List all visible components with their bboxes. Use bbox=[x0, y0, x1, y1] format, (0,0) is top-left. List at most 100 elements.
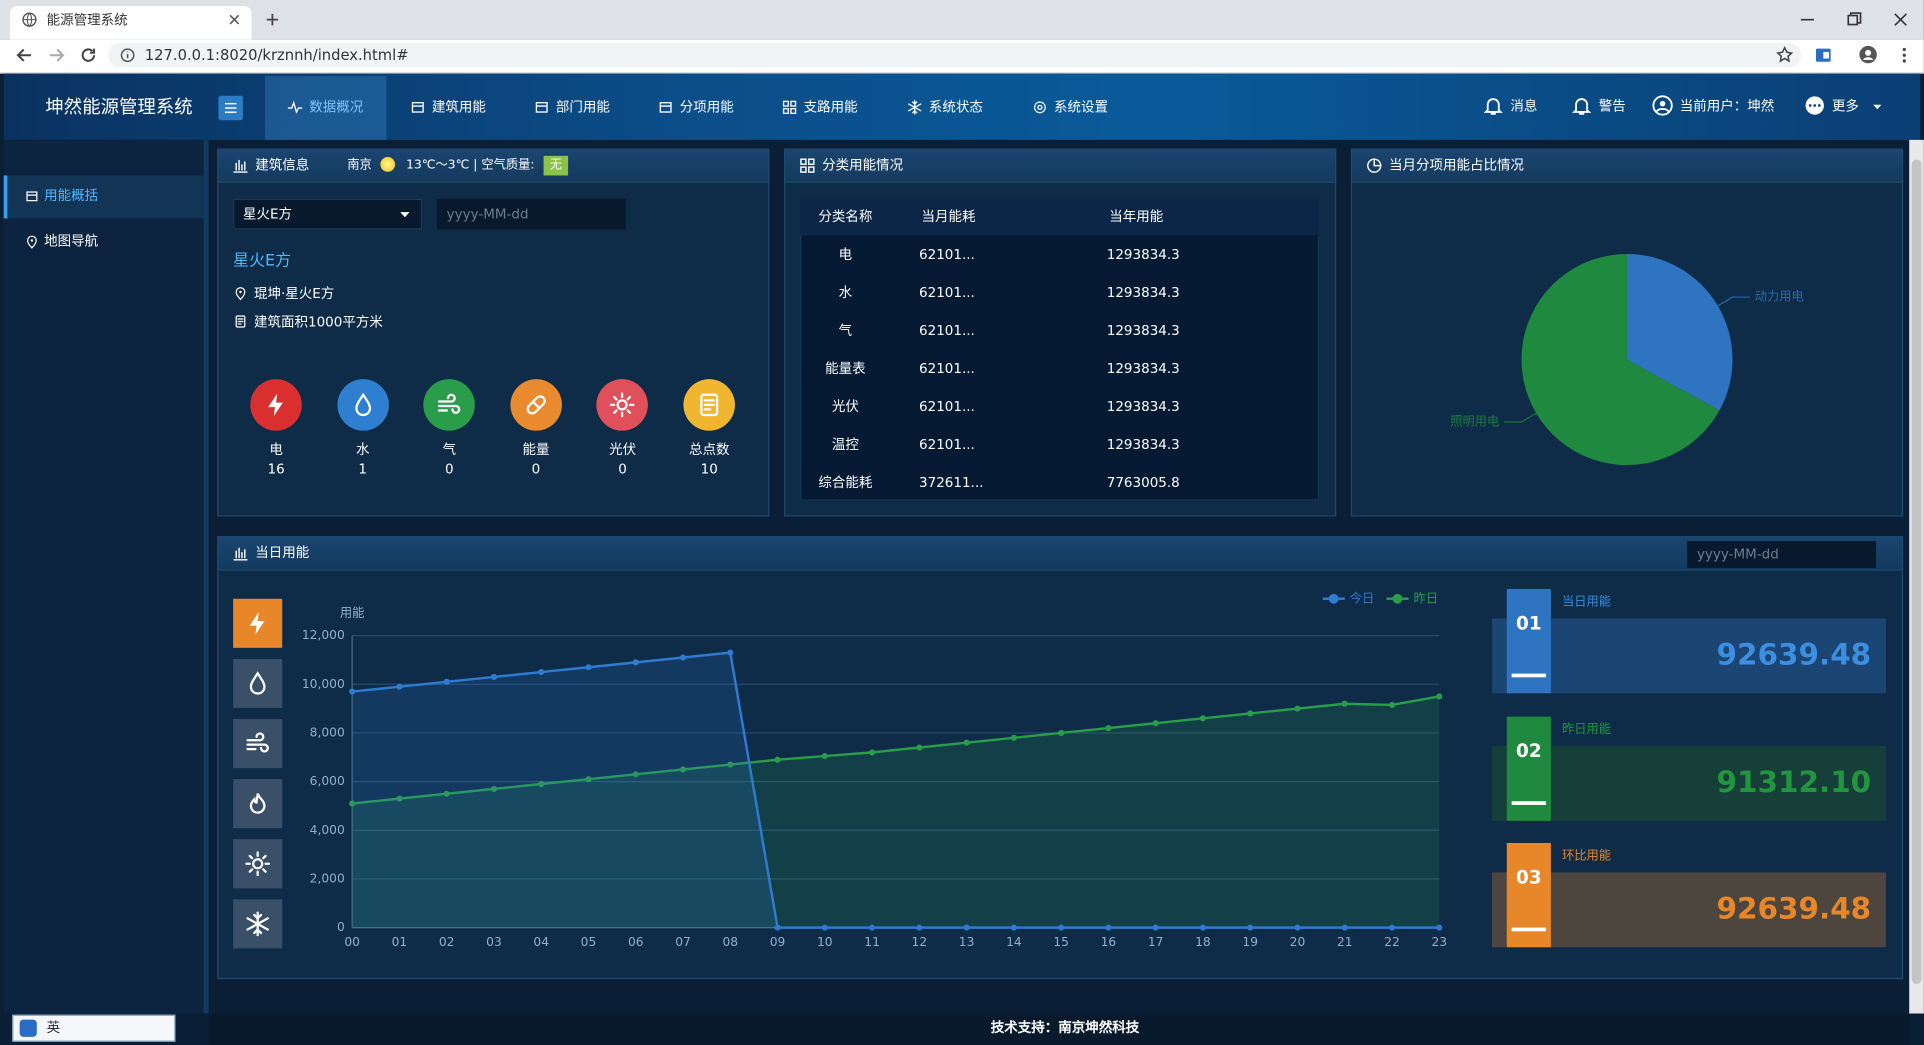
data-point bbox=[821, 924, 828, 931]
energy-type-button[interactable] bbox=[233, 658, 283, 708]
ime-bar[interactable] bbox=[12, 1014, 176, 1042]
header-action-icon[interactable] bbox=[1804, 94, 1826, 116]
header-action-icon[interactable] bbox=[1652, 94, 1674, 116]
data-point bbox=[396, 683, 403, 690]
area-fill bbox=[352, 652, 1440, 928]
header-action-icon[interactable] bbox=[1571, 94, 1593, 116]
sidebar-icon[interactable] bbox=[25, 189, 40, 204]
stat-badge-bar bbox=[1511, 800, 1547, 805]
table-cell: 372611... bbox=[919, 474, 984, 491]
meter-icon[interactable] bbox=[696, 391, 723, 418]
data-point bbox=[443, 790, 450, 797]
nav-icon[interactable] bbox=[410, 99, 426, 115]
meter-icon[interactable] bbox=[349, 391, 376, 418]
energy-type-button[interactable] bbox=[233, 719, 283, 769]
header-action[interactable]: 当前用户：坤然 bbox=[1679, 98, 1775, 115]
window-restore[interactable] bbox=[1844, 10, 1864, 30]
forward-button[interactable] bbox=[47, 45, 67, 65]
energy-type-icon[interactable] bbox=[244, 790, 271, 817]
tab-strip bbox=[0, 0, 1924, 40]
date-input[interactable] bbox=[436, 198, 626, 230]
sidebar-item[interactable]: 地图导航 bbox=[44, 233, 99, 250]
daily-date-input[interactable] bbox=[1687, 541, 1877, 569]
nav-item[interactable]: 分项用能 bbox=[679, 99, 734, 116]
building-select[interactable] bbox=[233, 198, 423, 230]
data-point bbox=[1105, 724, 1112, 732]
date-placeholder[interactable]: yyyy-MM-dd bbox=[446, 206, 529, 223]
data-point bbox=[1436, 693, 1443, 700]
energy-type-button[interactable] bbox=[233, 839, 283, 889]
menu-icon[interactable] bbox=[1894, 45, 1914, 65]
select-value[interactable]: 星火E方 bbox=[242, 206, 292, 223]
table-cell: 温控 bbox=[831, 436, 859, 453]
window-controls[interactable] bbox=[1798, 10, 1818, 30]
meter-badge[interactable] bbox=[336, 379, 389, 431]
energy-type-icon[interactable] bbox=[244, 670, 271, 697]
data-point bbox=[632, 771, 639, 778]
sidebar-icon[interactable] bbox=[25, 234, 40, 249]
nav-icon[interactable] bbox=[287, 99, 303, 115]
address-icon bbox=[235, 287, 246, 301]
meter-icon[interactable] bbox=[263, 391, 290, 418]
nav-item[interactable]: 建筑用能 bbox=[431, 99, 486, 116]
tab-close[interactable] bbox=[227, 12, 242, 27]
reload-button[interactable] bbox=[79, 45, 99, 65]
scroll-thumb[interactable] bbox=[1911, 159, 1922, 985]
meter-label: 水 bbox=[355, 441, 370, 458]
stat-card bbox=[1492, 745, 1886, 821]
nav-icon[interactable] bbox=[534, 99, 550, 115]
address-bar[interactable] bbox=[107, 42, 1802, 68]
area-icon bbox=[235, 315, 246, 328]
stat-value: 91312.10 bbox=[1716, 764, 1872, 799]
table-header: 当月能耗 bbox=[921, 208, 976, 225]
energy-type-button[interactable] bbox=[233, 779, 283, 829]
y-tick-label: 4,000 bbox=[310, 823, 345, 837]
energy-type-icon[interactable] bbox=[244, 910, 271, 937]
nav-item[interactable]: 系统状态 bbox=[928, 99, 983, 116]
x-tick-label: 21 bbox=[1337, 935, 1353, 949]
profile-icon[interactable] bbox=[1858, 44, 1879, 65]
data-point bbox=[963, 739, 970, 746]
data-point bbox=[727, 761, 734, 768]
nav-icon[interactable] bbox=[782, 99, 798, 115]
daily-date-placeholder[interactable]: yyyy-MM-dd bbox=[1696, 546, 1779, 562]
stat-index: 02 bbox=[1516, 739, 1542, 762]
header-action[interactable]: 消息 bbox=[1510, 98, 1538, 115]
data-point bbox=[1010, 924, 1017, 931]
back-button[interactable] bbox=[15, 45, 35, 65]
series-line bbox=[352, 695, 1440, 805]
nav-item[interactable]: 数据概况 bbox=[309, 99, 364, 116]
data-point bbox=[1388, 701, 1396, 709]
nav-item[interactable]: 支路用能 bbox=[803, 99, 858, 116]
energy-type-icon[interactable] bbox=[244, 730, 271, 757]
header-action[interactable]: 更多 bbox=[1831, 98, 1859, 115]
menu-toggle-icon[interactable] bbox=[222, 99, 239, 116]
energy-type-icon[interactable] bbox=[244, 610, 271, 637]
more-caret[interactable] bbox=[1871, 101, 1883, 113]
nav-icon[interactable] bbox=[907, 99, 923, 115]
new-tab[interactable] bbox=[264, 11, 281, 28]
header-action[interactable]: 警告 bbox=[1598, 98, 1626, 115]
x-tick-label: 14 bbox=[1006, 935, 1022, 949]
stat-index: 03 bbox=[1516, 866, 1542, 889]
meter-icon[interactable] bbox=[609, 391, 636, 418]
extension-icon[interactable] bbox=[1814, 45, 1834, 65]
header-action-icon[interactable] bbox=[1482, 94, 1504, 116]
nav-item[interactable]: 系统设置 bbox=[1053, 99, 1108, 116]
window-close[interactable] bbox=[1891, 10, 1911, 30]
nav-item[interactable]: 部门用能 bbox=[555, 99, 610, 116]
table-cell: 电 bbox=[838, 246, 853, 263]
building-name: 星火E方 bbox=[233, 252, 292, 271]
meter-badge[interactable] bbox=[596, 379, 649, 431]
stat-value: 92639.48 bbox=[1716, 637, 1872, 672]
nav-icon[interactable] bbox=[658, 99, 674, 115]
energy-type-icon[interactable] bbox=[244, 850, 271, 877]
bookmark-star[interactable] bbox=[1775, 45, 1794, 63]
meter-icon[interactable] bbox=[436, 391, 463, 418]
select-caret[interactable] bbox=[399, 209, 411, 221]
nav-icon[interactable] bbox=[1032, 99, 1048, 115]
meter-icon[interactable] bbox=[522, 391, 549, 418]
x-tick-label: 12 bbox=[912, 935, 928, 949]
sidebar-item[interactable]: 用能概括 bbox=[44, 187, 99, 204]
table-cell: 7763005.8 bbox=[1106, 474, 1180, 491]
